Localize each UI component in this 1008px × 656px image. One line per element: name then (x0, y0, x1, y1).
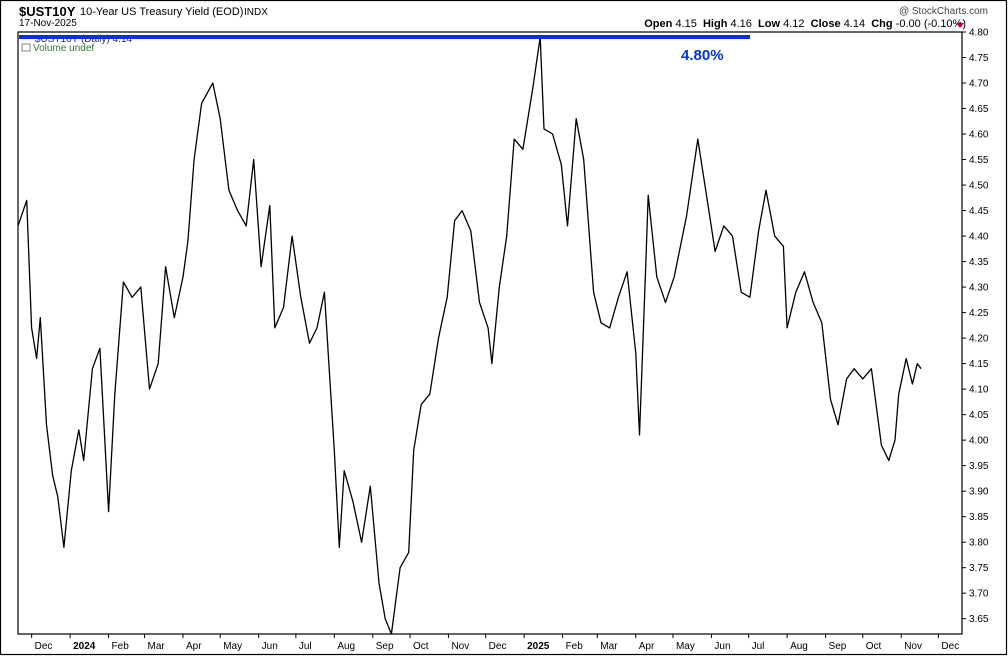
x-tick-label: Feb (112, 641, 130, 652)
x-tick-label: Sep (376, 641, 394, 652)
y-tick-label: 3.75 (969, 563, 989, 574)
x-tick-label: Oct (413, 641, 429, 652)
x-tick-label: Dec (941, 641, 959, 652)
close-label: Close (810, 18, 841, 30)
x-tick-label: Jul (299, 641, 312, 652)
high-value: 4.16 (730, 18, 752, 30)
x-tick-label: Oct (866, 641, 882, 652)
y-tick-label: 4.45 (969, 206, 989, 217)
open-label: Open (644, 18, 673, 30)
y-tick-label: 3.70 (969, 589, 989, 600)
y-tick-label: 4.65 (969, 104, 989, 115)
open-value: 4.15 (675, 18, 697, 30)
volume-legend-label: Volume undef (33, 43, 94, 54)
y-tick-label: 4.55 (969, 155, 989, 166)
x-tick-label: Aug (337, 641, 355, 652)
x-tick-label: Mar (600, 641, 618, 652)
x-tick-label: Dec (489, 641, 507, 652)
volume-icon (21, 43, 31, 52)
x-tick-label: Jul (752, 641, 765, 652)
change-label: Chg (871, 18, 893, 30)
y-tick-label: 3.95 (969, 461, 989, 472)
x-tick-label: Jun (714, 641, 730, 652)
x-tick-label: Dec (35, 641, 53, 652)
close-value: 4.14 (843, 18, 866, 30)
price-type-label: INDX (244, 7, 268, 18)
down-arrow-icon (956, 23, 964, 28)
ohlc-readout: Open 4.15 High 4.16 Low 4.12 Close 4.14 … (644, 18, 966, 30)
y-tick-label: 4.60 (969, 130, 989, 141)
y-tick-label: 4.40 (969, 232, 989, 243)
series-legend-label: $UST10Y (Daily) 4.14 (35, 34, 133, 45)
y-tick-label: 4.50 (969, 181, 989, 192)
x-tick-label: Sep (829, 641, 847, 652)
low-label: Low (758, 18, 781, 30)
symbol-description: 10-Year US Treasury Yield (EOD) (80, 6, 244, 18)
y-tick-label: 4.75 (969, 53, 989, 64)
x-tick-label: Nov (451, 641, 469, 652)
stockcharts-credit: @ StockCharts.com (898, 6, 988, 17)
x-tick-label: May (223, 641, 242, 652)
y-tick-label: 4.30 (969, 283, 989, 294)
y-tick-label: 4.20 (969, 334, 989, 345)
quote-date: 17-Nov-2025 (19, 18, 77, 29)
y-tick-label: 3.80 (969, 538, 989, 549)
y-tick-label: 4.10 (969, 385, 989, 396)
y-tick-label: 4.15 (969, 359, 989, 370)
y-tick-label: 3.90 (969, 487, 989, 498)
y-tick-label: 3.85 (969, 512, 989, 523)
series-line (17, 36, 922, 635)
change-value: -0.00 (-0.10%) (895, 18, 966, 30)
high-label: High (702, 18, 728, 30)
y-tick-label: 4.05 (969, 410, 989, 421)
chart-header: $UST10Y 10-Year US Treasury Yield (EOD) … (0, 0, 1008, 36)
resistance-label: 4.80% (681, 47, 724, 64)
x-tick-label: Jun (262, 641, 278, 652)
plot-area (17, 31, 963, 635)
y-tick-label: 4.25 (969, 308, 989, 319)
symbol-label: $UST10Y (19, 4, 76, 19)
x-tick-label: May (676, 641, 695, 652)
x-tick-label: Aug (790, 641, 808, 652)
x-tick-label: Apr (639, 641, 655, 652)
y-tick-label: 4.35 (969, 257, 989, 268)
y-tick-label: 4.70 (969, 79, 989, 90)
y-tick-label: 4.80 (969, 28, 989, 39)
x-tick-label: Feb (566, 641, 584, 652)
low-value: 4.12 (783, 18, 805, 30)
y-tick-label: 4.00 (969, 436, 989, 447)
x-tick-label: 2025 (527, 641, 550, 652)
x-tick-label: Mar (148, 641, 166, 652)
y-tick-label: 3.65 (969, 614, 989, 625)
x-tick-label: Apr (186, 641, 202, 652)
x-tick-label: 2024 (73, 641, 96, 652)
x-tick-label: Nov (904, 641, 922, 652)
